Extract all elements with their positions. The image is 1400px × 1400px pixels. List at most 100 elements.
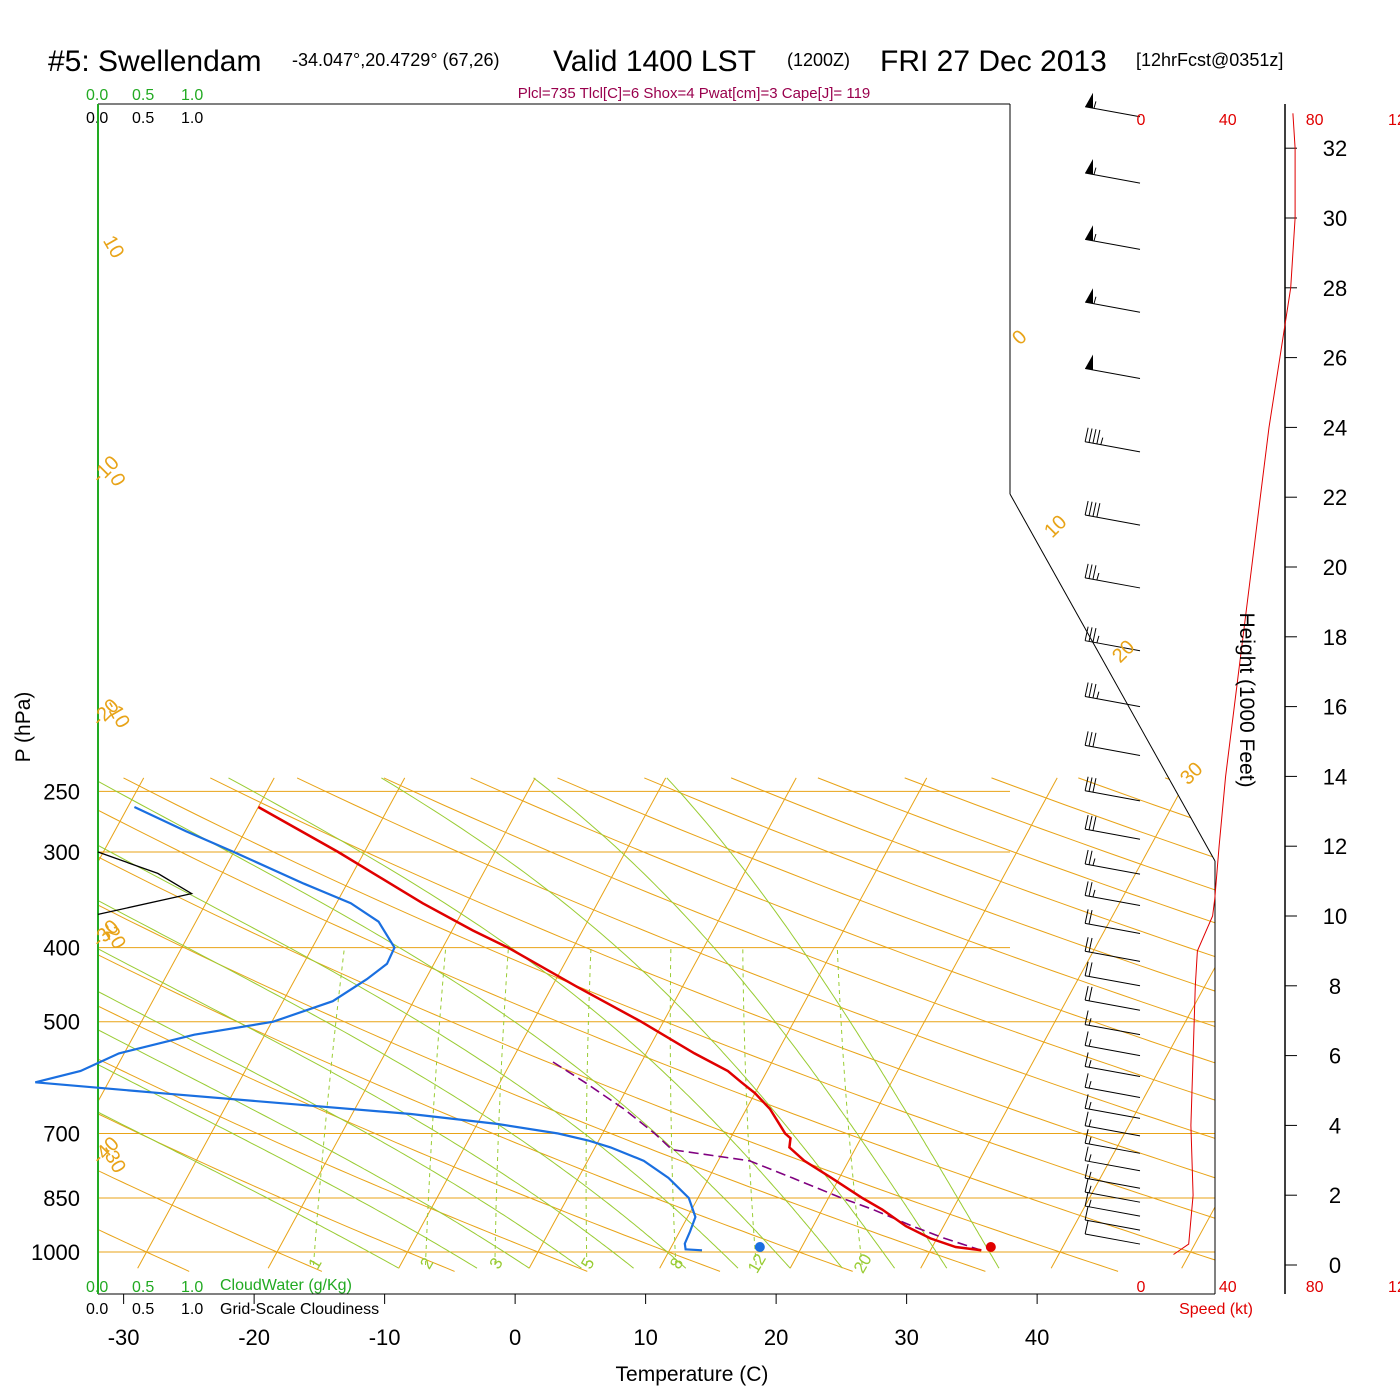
mixing-ratio-line-8 [669, 947, 677, 1266]
wind-barb-flag [1088, 564, 1093, 579]
wind-barb-flag [1084, 563, 1089, 578]
wind-barb-half-flag [1088, 1185, 1092, 1193]
wind-barb-half-flag [1100, 437, 1104, 445]
wind-barb-flag [1092, 683, 1097, 699]
surface-temperature-dot [985, 1242, 996, 1252]
moist-adiabat-20 [98, 777, 791, 1269]
station-coords: -34.047°,20.4729° (67,26) [292, 50, 500, 70]
isotherm--10 [398, 777, 667, 1269]
wind-barb-flag [1084, 986, 1089, 1001]
parcel-trace [548, 1058, 982, 1252]
wind-barbs [1084, 92, 1141, 1245]
wind-barb-staff [1085, 577, 1141, 589]
wind-barb-flag [1088, 850, 1093, 865]
wind-barb [1085, 92, 1141, 118]
wind-barb-staff [1085, 441, 1141, 453]
cloudwater-scale-bottom-2: 1.0 [181, 1279, 203, 1296]
wind-barb [1084, 1129, 1141, 1154]
wind-barb-flag [1084, 815, 1089, 830]
wind-barb-half-flag [1088, 1039, 1092, 1047]
wind-barb [1084, 1052, 1141, 1078]
isotherm--60 [0, 778, 13, 1268]
wind-barb-half-flag [1088, 1154, 1092, 1162]
mixing-ratio-label-12: 12 [744, 1251, 770, 1277]
wind-barb-flag [1088, 683, 1093, 698]
moist-adiabat-16 [98, 777, 739, 1269]
isotherm-label-10: 10 [1040, 511, 1071, 542]
wind-barb-staff [1085, 1125, 1141, 1137]
cloudiness-scale-top-1: 0.5 [132, 110, 154, 127]
pressure-tick-700: 700 [43, 1122, 80, 1147]
wind-barb-staff [1085, 696, 1141, 708]
dry-adiabat-90 [383, 777, 1215, 1272]
height-tick-26: 26 [1323, 346, 1347, 371]
wind-barb-half-flag [1092, 858, 1096, 866]
cloudwater-scale-bottom-1: 0.5 [132, 1279, 154, 1296]
dry-adiabat-40 [98, 777, 1119, 1272]
isotherm-10 [659, 777, 928, 1269]
height-tick-10: 10 [1323, 904, 1347, 929]
temperature-axis-label: Temperature (C) [616, 1363, 769, 1386]
wind-barb-staff [1085, 106, 1141, 118]
wind-barb-staff [1085, 1233, 1141, 1245]
wind-barb-flag [1084, 849, 1089, 865]
valid-date: FRI 27 Dec 2013 [880, 45, 1107, 78]
wind-barb-flag [1096, 429, 1101, 445]
dry-adiabat-170 [1078, 777, 1215, 1272]
isotherm-label-0: 0 [1008, 326, 1031, 349]
wind-barb-flag [1088, 909, 1093, 925]
moist-adiabat-8 [98, 777, 634, 1269]
forecast-info: [12hrFcst@0351z] [1136, 50, 1283, 70]
wind-barb-flag [1084, 1031, 1089, 1046]
temperature-tick--30: -30 [108, 1325, 140, 1350]
wind-barb-flag [1088, 882, 1093, 897]
wind-barb-half-flag [1096, 635, 1100, 643]
wind-barb [1084, 563, 1141, 589]
isotherm-50 [1181, 777, 1215, 1269]
surface-dewpoint-dot [754, 1242, 765, 1252]
wind-barb-staff [1085, 950, 1141, 962]
wind-barb-staff [1085, 894, 1141, 907]
temperature-tick-10: 10 [633, 1325, 657, 1350]
dry-adiabat-10 [98, 777, 721, 1272]
pressure-tick-300: 300 [43, 840, 80, 865]
wind-barb-half-flag [1088, 1119, 1092, 1127]
wind-barb [1084, 1031, 1141, 1057]
wind-barb-staff [1085, 514, 1141, 526]
wind-barb-staff [1085, 790, 1141, 802]
wind-barb-pennant [1085, 159, 1093, 175]
temperature-tick--20: -20 [238, 1325, 270, 1350]
mixing-ratio-label-3: 3 [486, 1255, 507, 1273]
wind-barb [1084, 682, 1141, 708]
height-tick-22: 22 [1323, 485, 1347, 510]
wind-barb [1084, 1219, 1141, 1245]
wind-barb-flag [1084, 1010, 1089, 1025]
wind-barb-flag [1088, 962, 1093, 977]
height-tick-32: 32 [1323, 136, 1347, 161]
isotherm-30 [920, 777, 1189, 1269]
dry-adiabat--10 [98, 777, 455, 1272]
cloud-scale-top: 0.0 0.5 1.0 0.0 0.5 1.0 [86, 87, 203, 127]
wind-barb-half-flag [1096, 691, 1100, 699]
dry-adiabat-30 [98, 777, 986, 1272]
dry-adiabat-60 [123, 777, 1215, 1272]
cloudiness-scale-top-2: 1.0 [181, 110, 203, 127]
isotherm-20 [789, 777, 1058, 1269]
wind-barb-half-flag [1088, 1136, 1092, 1145]
wind-barb [1084, 1073, 1141, 1098]
speed-line [1173, 113, 1296, 1255]
pressure-tick-250: 250 [43, 779, 80, 804]
moist-adiabat-32 [533, 777, 948, 1269]
wind-barb-staff [1085, 1107, 1141, 1119]
wind-barb-flag [1088, 501, 1093, 516]
wind-barb-flag [1092, 502, 1097, 517]
temperature-tick-30: 30 [894, 1325, 918, 1350]
wind-barb-staff [1085, 172, 1141, 184]
height-tick-14: 14 [1323, 764, 1347, 789]
pressure-tick-500: 500 [43, 1010, 80, 1035]
cloudwater-scale-top-1: 0.5 [132, 87, 154, 104]
temperature-tick-0: 0 [509, 1325, 521, 1350]
moist-adiabat--4 [98, 777, 478, 1269]
wind-barb-half-flag [1088, 1101, 1092, 1110]
